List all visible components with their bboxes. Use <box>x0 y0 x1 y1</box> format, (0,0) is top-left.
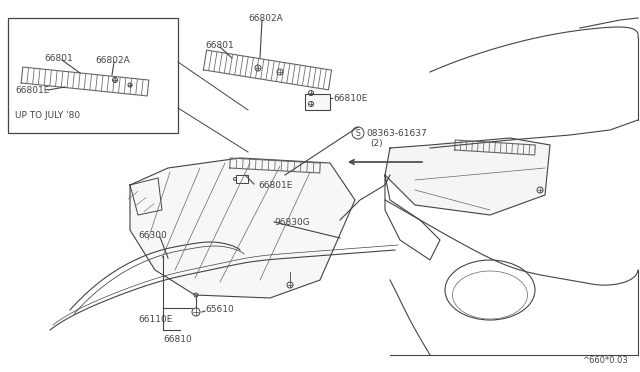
Text: 66810: 66810 <box>163 336 192 344</box>
Text: 66801: 66801 <box>205 41 234 49</box>
Bar <box>305 94 330 110</box>
Text: ^660*0.03: ^660*0.03 <box>582 356 628 365</box>
Text: 66801E: 66801E <box>15 86 49 94</box>
Polygon shape <box>130 158 355 298</box>
Text: 66802A: 66802A <box>95 55 130 64</box>
Text: 66801E: 66801E <box>258 180 292 189</box>
Text: 08363-61637: 08363-61637 <box>366 128 427 138</box>
Text: UP TO JULY '80: UP TO JULY '80 <box>15 110 80 119</box>
Text: 66810E: 66810E <box>333 93 367 103</box>
Bar <box>8 18 178 133</box>
Polygon shape <box>385 138 550 215</box>
Text: S: S <box>356 128 360 138</box>
Text: 66802A: 66802A <box>248 13 283 22</box>
Text: 96830G: 96830G <box>274 218 310 227</box>
Text: 66801: 66801 <box>44 54 73 62</box>
Text: 66300: 66300 <box>138 231 167 240</box>
Text: 66110E: 66110E <box>138 315 172 324</box>
Text: (2): (2) <box>370 138 383 148</box>
Text: 65610: 65610 <box>205 305 234 314</box>
